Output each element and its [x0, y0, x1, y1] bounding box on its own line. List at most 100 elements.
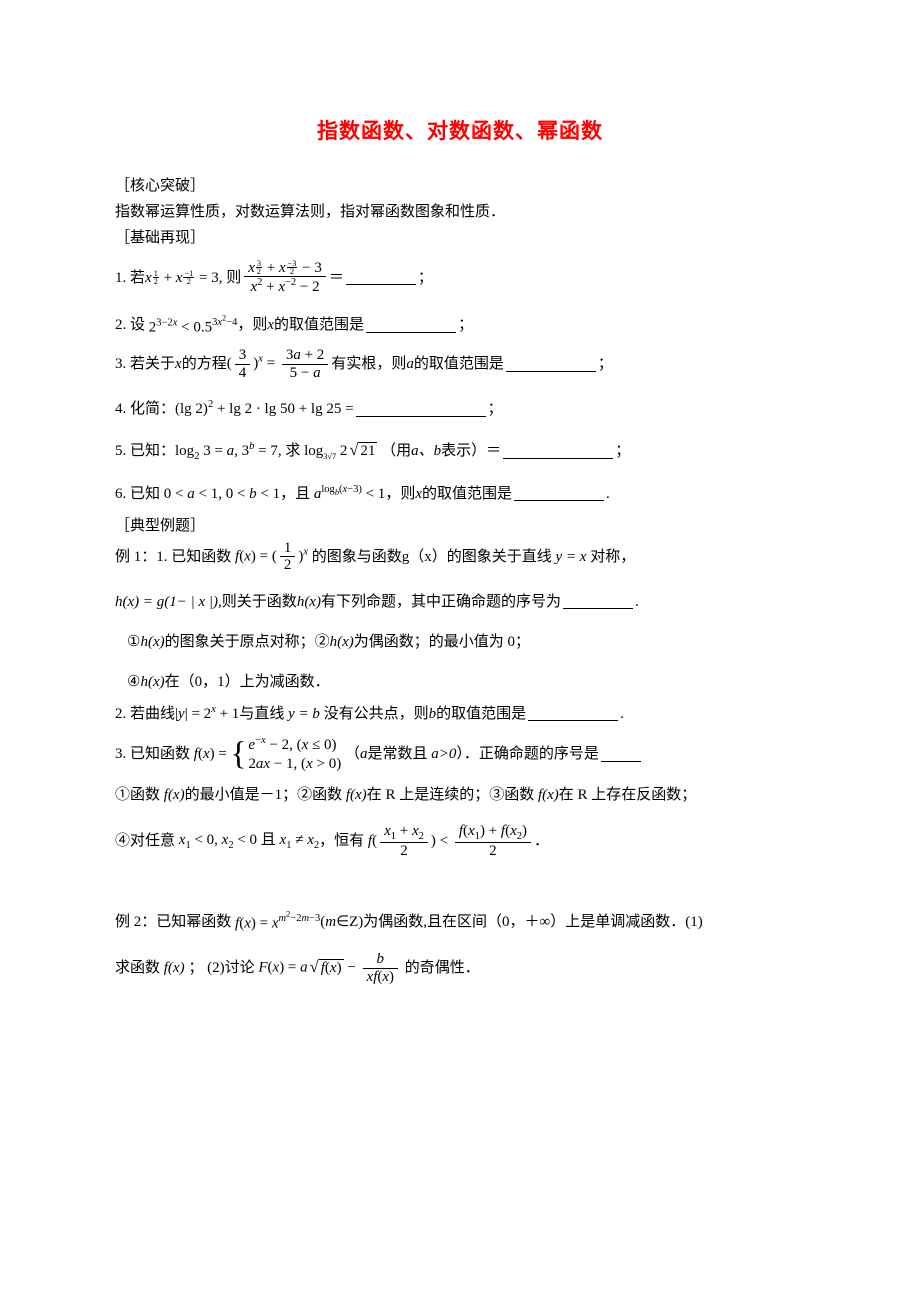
- p2-end: ；: [458, 313, 473, 337]
- p1-end: ；: [418, 266, 433, 290]
- e1p3-mid: （: [345, 742, 360, 766]
- p2-var: x: [267, 313, 274, 337]
- e1p3-mid3: ）．正确命题的序号是: [456, 742, 599, 766]
- e1-label: 例 1：1. 已知函数: [115, 545, 231, 569]
- example-1-1: 例 1：1. 已知函数 f(x) = (12)x 的图象与函数 g（x） 的图象…: [115, 540, 805, 574]
- p3-end: ；: [598, 352, 613, 376]
- e2-expr2: F(x) = a√f(x) − bxf(x): [255, 951, 405, 985]
- p6-blank: [514, 486, 604, 501]
- basics-label: ［基础再现］: [115, 226, 805, 250]
- e2-label: 例 2：已知幂函数: [115, 910, 231, 934]
- e1-opt2-hx: h(x): [330, 630, 354, 654]
- e1-opt4b: 在（0，1）上为减函数．: [165, 670, 330, 694]
- p1-frac: x32 + x−32 − 3 x2 + x−2 − 2: [244, 260, 326, 296]
- p4-num: 4. 化简：: [115, 397, 175, 421]
- problem-3: 3. 若关于 x 的方程 (34)x = 3a + 25 − a 有实根，则 a…: [115, 347, 805, 381]
- e1-l2a: h(x) = g(1− | x |),: [115, 590, 222, 614]
- example-2-line2: 求函数 f(x) ； (2)讨论 F(x) = a√f(x) − bxf(x) …: [115, 951, 805, 985]
- p2-blank: [366, 318, 456, 333]
- e1p3-label: 3. 已知函数: [115, 742, 190, 766]
- e1p2-var: b: [429, 702, 437, 726]
- p5-end: ；: [615, 439, 630, 463]
- p2-expr: 23−2x < 0.53x2−4: [145, 312, 237, 340]
- e2-var: m: [325, 910, 336, 934]
- e1p2-end: .: [620, 702, 624, 726]
- example-2: 例 2：已知幂函数 f(x) = xm2−2m−3 ( m ∈Z)为偶函数,且在…: [115, 908, 805, 936]
- e1p2-blank: [528, 706, 618, 721]
- e1p3-opt4expr: x1 < 0, x2 < 0 且 x1 ≠ x2: [175, 828, 319, 855]
- e1-opt1: ①: [127, 630, 140, 654]
- p5-blank: [503, 444, 613, 459]
- p3-var2: a: [406, 352, 414, 376]
- example-1-3-opt4: ④对任意 x1 < 0, x2 < 0 且 x1 ≠ x2 ，恒有 f(x1 +…: [115, 823, 805, 860]
- example-1-line2: h(x) = g(1− | x |), 则关于函数 h(x) 有下列命题，其中正…: [115, 590, 805, 614]
- p2-tail: 的取值范围是: [274, 313, 364, 337]
- e1p3-opt1d: 在 R 上存在反函数；: [559, 783, 697, 807]
- e2-mid2: ∈Z)为偶函数,且在区间（0，＋∞）上是单调减函数．(1): [336, 910, 703, 934]
- p2-num: 2. 设: [115, 313, 145, 337]
- p5-tail: 表示）＝: [441, 439, 501, 463]
- e1p2-yeqb: y = b: [284, 702, 323, 726]
- p6-mid: ，且: [280, 482, 310, 506]
- e1p3-fx3: f(x): [534, 783, 559, 807]
- problem-1: 1. 若 x12 + x−12 = 3, 则 x32 + x−32 − 3 x2…: [115, 260, 805, 296]
- e2-line2: 求函数: [115, 956, 160, 980]
- p3-num: 3. 若关于: [115, 352, 175, 376]
- e1-gx: g（x）: [402, 545, 447, 569]
- e1p3-agt0: a>0: [427, 742, 456, 766]
- example-1-opt4: ④ h(x) 在（0，1）上为减函数．: [115, 670, 805, 694]
- example-1-3-opts: ①函数 f(x) 的最小值是－1；②函数 f(x) 在 R 上是连续的；③函数 …: [115, 783, 805, 807]
- e1-opt4-hx: h(x): [140, 670, 164, 694]
- p6-mid2: ，则: [385, 482, 415, 506]
- p5-expr: log2 3 = a, 3b = 7, 求 log3√7 2√21: [175, 437, 381, 466]
- e1-mid2: 的图象关于直线: [447, 545, 552, 569]
- p1-num: 1. 若: [115, 266, 145, 290]
- e2-fx: f(x): [160, 956, 188, 980]
- e1p3-opt4b: ，恒有: [319, 829, 364, 853]
- p4-end: ；: [488, 397, 503, 421]
- e1-l2b: 则关于函数: [222, 590, 297, 614]
- e2-mid3: ； (2)讨论: [188, 956, 254, 980]
- e1-hx: h(x): [297, 590, 321, 614]
- p6-tail: 的取值范围是: [422, 482, 512, 506]
- page-title: 指数函数、对数函数、幂函数: [115, 115, 805, 149]
- problem-2: 2. 设 23−2x < 0.53x2−4 ，则 x 的取值范围是 ；: [115, 312, 805, 340]
- e1p2-mid: 与直线: [239, 702, 284, 726]
- example-1-opt1: ① h(x) 的图象关于原点对称；② h(x) 为偶函数；的最小值为 0；: [115, 630, 805, 654]
- p3-blank: [506, 357, 596, 372]
- p5-mid: （用: [381, 439, 411, 463]
- e1-opt1c: 为偶函数；的最小值为 0；: [354, 630, 530, 654]
- e1p2-mid2: 没有公共点，则: [324, 702, 429, 726]
- e1-tail: 对称，: [590, 545, 635, 569]
- p3-tail: 的取值范围是: [414, 352, 504, 376]
- e2-tail: 的奇偶性．: [405, 956, 480, 980]
- p5-num: 5. 已知：: [115, 439, 175, 463]
- e1p3-opt1c: 在 R 上是连续的；③函数: [367, 783, 535, 807]
- e1p3-opt4expr2: f(x1 + x22) < f(x1) + f(x2)2．: [364, 823, 549, 860]
- e1p2-expr: |y| = 2x + 1: [175, 702, 239, 726]
- p3-expr: (34)x = 3a + 25 − a: [227, 347, 332, 381]
- core-label: ［核心突破］: [115, 174, 805, 198]
- p1-blank: [346, 270, 416, 285]
- p3-var: x: [175, 352, 182, 376]
- e1-expr: f(x) = (12)x: [231, 540, 311, 574]
- p3-mid2: 有实根，则: [331, 352, 406, 376]
- problem-4: 4. 化简： (lg 2)2 + lg 2 · lg 50 + lg 25 = …: [115, 397, 805, 421]
- e1-opt4: ④: [127, 670, 140, 694]
- e1p3-opt1b: 的最小值是－1；②函数: [185, 783, 343, 807]
- p6-end: .: [606, 482, 610, 506]
- p5-vars: a、b: [411, 439, 441, 463]
- problem-6: 6. 已知 0 < a < 1, 0 < b < 1 ，且 alogb(x−3)…: [115, 482, 805, 506]
- p6-expr2: alogb(x−3) < 1: [310, 482, 385, 506]
- e1p2-tail: 的取值范围是: [436, 702, 526, 726]
- e1p3-blank: [601, 747, 641, 762]
- problem-5: 5. 已知： log2 3 = a, 3b = 7, 求 log3√7 2√21…: [115, 437, 805, 466]
- e1-opt1-hx: h(x): [140, 630, 164, 654]
- e1-mid: 的图象与函数: [312, 545, 402, 569]
- e1p3-opt4: ④对任意: [115, 829, 175, 853]
- e1-opt1b: 的图象关于原点对称；②: [165, 630, 330, 654]
- p3-mid: 的方程: [182, 352, 227, 376]
- example-1-2: 2. 若曲线 |y| = 2x + 1 与直线 y = b 没有公共点，则 b …: [115, 702, 805, 726]
- core-text: 指数幂运算性质，对数运算法则，指对幂函数图象和性质．: [115, 200, 805, 224]
- examples-label: ［典型例题］: [115, 514, 805, 538]
